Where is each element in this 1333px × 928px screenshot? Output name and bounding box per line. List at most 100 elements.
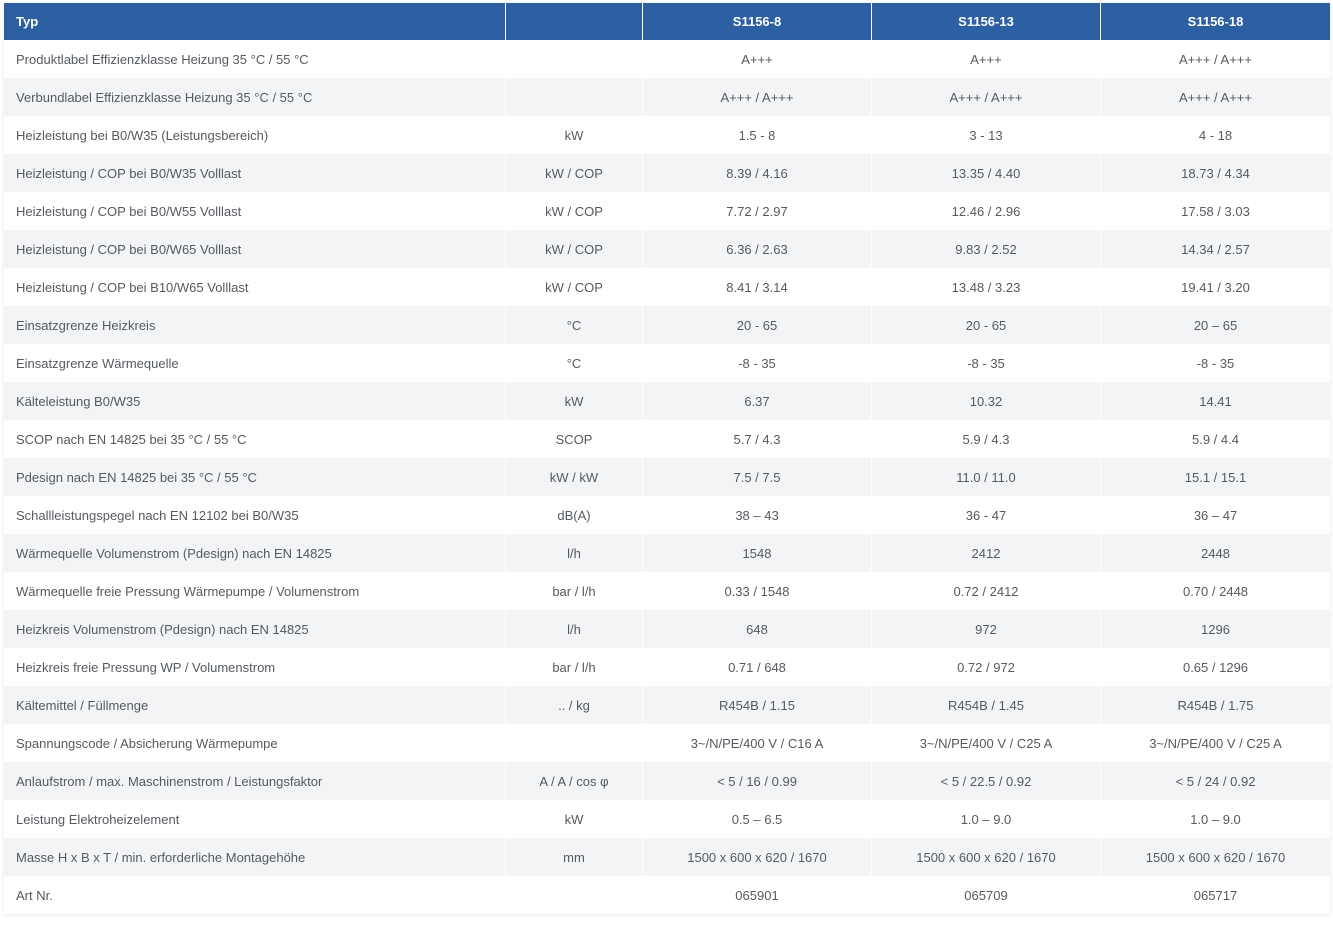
row-unit (506, 876, 643, 914)
row-label: Heizleistung / COP bei B10/W65 Volllast (4, 268, 506, 306)
row-unit: .. / kg (506, 686, 643, 724)
cell-model-1: 648 (643, 610, 872, 648)
row-unit: l/h (506, 534, 643, 572)
cell-model-3: 14.41 (1101, 382, 1330, 420)
cell-model-2: 12.46 / 2.96 (872, 192, 1101, 230)
row-label: Produktlabel Effizienzklasse Heizung 35 … (4, 40, 506, 78)
cell-model-3: < 5 / 24 / 0.92 (1101, 762, 1330, 800)
table-row: Wärmequelle Volumenstrom (Pdesign) nach … (4, 534, 1330, 572)
spec-table: Typ S1156-8 S1156-13 S1156-18 Produktlabel … (4, 3, 1330, 914)
row-label: Anlaufstrom / max. Maschinenstrom / Leis… (4, 762, 506, 800)
row-unit: SCOP (506, 420, 643, 458)
cell-model-1: 7.72 / 2.97 (643, 192, 872, 230)
cell-model-2: 2412 (872, 534, 1101, 572)
cell-model-1: 7.5 / 7.5 (643, 458, 872, 496)
cell-model-3: 15.1 / 15.1 (1101, 458, 1330, 496)
table-row: Leistung Elektroheizelement kW 0.5 – 6.5 1.… (4, 800, 1330, 838)
table-row: Kältemittel / Füllmenge.. / kg R454B / 1.… (4, 686, 1330, 724)
row-label: Kältemittel / Füllmenge (4, 686, 506, 724)
cell-model-2: R454B / 1.45 (872, 686, 1101, 724)
row-unit: A / A / cos φ (506, 762, 643, 800)
row-unit (506, 724, 643, 762)
row-unit: kW / COP (506, 268, 643, 306)
cell-model-2: 20 - 65 (872, 306, 1101, 344)
cell-model-3: 0.70 / 2448 (1101, 572, 1330, 610)
header-typ: Typ (4, 3, 506, 40)
table-row: Heizleistung / COP bei B10/W65 Volllast k… (4, 268, 1330, 306)
table-row: Produktlabel Effizienzklasse Heizung 35 … (4, 40, 1330, 78)
cell-model-2: 0.72 / 2412 (872, 572, 1101, 610)
row-label: Einsatzgrenze Wärmequelle (4, 344, 506, 382)
table-row: Pdesign nach EN 14825 bei 35 °C / 55 °C k… (4, 458, 1330, 496)
cell-model-3: 3~/N/PE/400 V / C25 A (1101, 724, 1330, 762)
table-row: Wärmequelle freie Pressung Wärmepumpe / … (4, 572, 1330, 610)
row-label: Leistung Elektroheizelement (4, 800, 506, 838)
cell-model-2: 11.0 / 11.0 (872, 458, 1101, 496)
row-label: Heizkreis Volumenstrom (Pdesign) nach EN… (4, 610, 506, 648)
row-unit: kW / COP (506, 192, 643, 230)
cell-model-1: 1.5 - 8 (643, 116, 872, 154)
row-label: Kälteleistung B0/W35 (4, 382, 506, 420)
row-label: Heizleistung / COP bei B0/W35 Volllast (4, 154, 506, 192)
cell-model-3: 36 – 47 (1101, 496, 1330, 534)
cell-model-1: 38 – 43 (643, 496, 872, 534)
table-row: Heizleistung / COP bei B0/W55 Volllast kW… (4, 192, 1330, 230)
row-label: Pdesign nach EN 14825 bei 35 °C / 55 °C (4, 458, 506, 496)
table-row: Heizleistung / COP bei B0/W35 Volllast kW… (4, 154, 1330, 192)
spec-table-header: Typ S1156-8 S1156-13 S1156-18 (4, 3, 1330, 40)
cell-model-1: 20 - 65 (643, 306, 872, 344)
cell-model-3: A+++ / A+++ (1101, 78, 1330, 116)
cell-model-1: A+++ (643, 40, 872, 78)
row-unit: kW / COP (506, 154, 643, 192)
row-label: Heizleistung / COP bei B0/W55 Volllast (4, 192, 506, 230)
cell-model-2: 9.83 / 2.52 (872, 230, 1101, 268)
cell-model-2: 5.9 / 4.3 (872, 420, 1101, 458)
table-row: Spannungscode / Absicherung Wärmepumpe 3~… (4, 724, 1330, 762)
table-row: Art Nr. 065901 065709 065717 (4, 876, 1330, 914)
row-unit: kW / COP (506, 230, 643, 268)
row-label: Wärmequelle Volumenstrom (Pdesign) nach … (4, 534, 506, 572)
row-label: Verbundlabel Effizienzklasse Heizung 35 … (4, 78, 506, 116)
row-unit: kW (506, 800, 643, 838)
cell-model-1: 5.7 / 4.3 (643, 420, 872, 458)
table-row: Anlaufstrom / max. Maschinenstrom / Leis… (4, 762, 1330, 800)
cell-model-3: 1.0 – 9.0 (1101, 800, 1330, 838)
cell-model-2: 36 - 47 (872, 496, 1101, 534)
spec-table-container: Typ S1156-8 S1156-13 S1156-18 Produktlabel … (4, 3, 1330, 914)
table-row: Heizleistung bei B0/W35 (Leistungsbereic… (4, 116, 1330, 154)
row-unit: mm (506, 838, 643, 876)
cell-model-3: 14.34 / 2.57 (1101, 230, 1330, 268)
spec-table-body: Produktlabel Effizienzklasse Heizung 35 … (4, 40, 1330, 914)
cell-model-3: 17.58 / 3.03 (1101, 192, 1330, 230)
cell-model-1: 1548 (643, 534, 872, 572)
cell-model-1: 0.5 – 6.5 (643, 800, 872, 838)
cell-model-2: -8 - 35 (872, 344, 1101, 382)
cell-model-2: 972 (872, 610, 1101, 648)
header-model-3: S1156-18 (1101, 3, 1330, 40)
row-label: Spannungscode / Absicherung Wärmepumpe (4, 724, 506, 762)
cell-model-2: 13.35 / 4.40 (872, 154, 1101, 192)
cell-model-3: 18.73 / 4.34 (1101, 154, 1330, 192)
cell-model-1: 065901 (643, 876, 872, 914)
header-model-2: S1156-13 (872, 3, 1101, 40)
cell-model-1: 1500 x 600 x 620 / 1670 (643, 838, 872, 876)
cell-model-2: 3~/N/PE/400 V / C25 A (872, 724, 1101, 762)
table-row: Masse H x B x T / min. erforderliche Mon… (4, 838, 1330, 876)
row-label: SCOP nach EN 14825 bei 35 °C / 55 °C (4, 420, 506, 458)
cell-model-1: -8 - 35 (643, 344, 872, 382)
table-row: Einsatzgrenze Wärmequelle °C -8 - 35 -8 - 3… (4, 344, 1330, 382)
row-unit (506, 78, 643, 116)
row-label: Heizkreis freie Pressung WP / Volumenstr… (4, 648, 506, 686)
cell-model-3: R454B / 1.75 (1101, 686, 1330, 724)
row-unit (506, 40, 643, 78)
cell-model-2: 13.48 / 3.23 (872, 268, 1101, 306)
cell-model-2: A+++ / A+++ (872, 78, 1101, 116)
header-model-1: S1156-8 (643, 3, 872, 40)
row-unit: °C (506, 344, 643, 382)
cell-model-1: 0.71 / 648 (643, 648, 872, 686)
row-label: Heizleistung / COP bei B0/W65 Volllast (4, 230, 506, 268)
row-label: Heizleistung bei B0/W35 (Leistungsbereic… (4, 116, 506, 154)
cell-model-1: A+++ / A+++ (643, 78, 872, 116)
cell-model-2: 0.72 / 972 (872, 648, 1101, 686)
cell-model-3: A+++ / A+++ (1101, 40, 1330, 78)
